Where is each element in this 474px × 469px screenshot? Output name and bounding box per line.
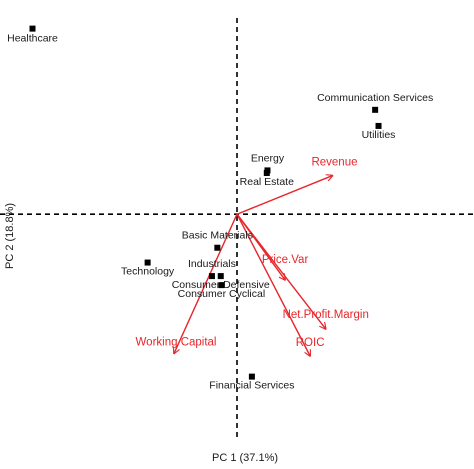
- point-communication-services: [372, 106, 379, 113]
- point-consumer-defensive: [217, 273, 224, 280]
- point-industrials: [208, 273, 215, 280]
- point-technology: [144, 259, 151, 266]
- point-healthcare: [29, 25, 36, 32]
- score-points: [29, 25, 382, 380]
- point-utilities: [375, 122, 382, 129]
- loading-arrow-roic: [236, 213, 310, 356]
- point-labels: Healthcare Communication Services Utilitie…: [7, 33, 433, 392]
- loading-label-revenue: Revenue: [311, 157, 357, 169]
- point-label-industrials: Industrials: [188, 258, 236, 270]
- point-label-energy: Energy: [251, 152, 285, 164]
- point-real-estate: [263, 169, 270, 176]
- point-label-consumer-defensive: Consumer Defensive: [172, 279, 270, 291]
- loading-label-price-var: Price.Var: [262, 254, 309, 266]
- point-financial-services: [248, 373, 255, 380]
- point-label-real-estate: Real Estate: [240, 176, 294, 188]
- point-label-healthcare: Healthcare: [7, 33, 58, 45]
- point-label-communication-services: Communication Services: [317, 92, 433, 104]
- loading-label-roic: ROIC: [296, 337, 325, 349]
- x-axis-title: PC 1 (37.1%): [212, 452, 278, 464]
- loading-arrow-net-profit-margin: [236, 213, 326, 329]
- loading-label-net-profit-margin: Net.Profit.Margin: [283, 309, 369, 321]
- point-label-basic-materials: Basic Materials: [182, 230, 253, 242]
- point-label-technology: Technology: [121, 266, 175, 278]
- point-label-consumer-cyclical: Consumer Cyclical: [178, 288, 266, 300]
- loading-arrow-revenue: [236, 176, 332, 215]
- loading-arrows: [174, 176, 332, 356]
- y-axis-title: PC 2 (18.8%): [4, 203, 16, 269]
- loading-label-working-capital: Working Capital: [136, 336, 217, 348]
- loading-arrow-working-capital: [174, 213, 238, 353]
- point-basic-materials: [214, 244, 221, 251]
- loading-labels: Revenue Price.Var Net.Profit.Margin ROIC Wor…: [136, 157, 369, 349]
- point-consumer-cyclical: [218, 282, 225, 289]
- point-label-financial-services: Financial Services: [209, 380, 294, 392]
- point-label-utilities: Utilities: [362, 129, 396, 141]
